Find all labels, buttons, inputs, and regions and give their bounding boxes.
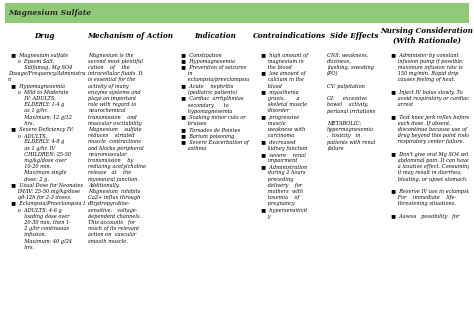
Text: Contraindications: Contraindications xyxy=(253,32,327,40)
FancyBboxPatch shape xyxy=(5,3,469,23)
Text: Magnesium Sulfate: Magnesium Sulfate xyxy=(9,9,91,17)
Text: Mechanism of Action: Mechanism of Action xyxy=(87,32,173,40)
Text: Indication: Indication xyxy=(194,32,236,40)
Text: CNS: weakness,
dizziness,
flushing, sweating
(PO)

CV: palpitation

GI:     exce: CNS: weakness, dizziness, flushing, swea… xyxy=(327,53,375,151)
Text: ■  Magnesium sulfate
      o  Epsom Salt,
          Sulfamag, Mg SO4
Dosage/Freq: ■ Magnesium sulfate o Epsom Salt, Sulfam… xyxy=(8,53,92,250)
Text: Drug: Drug xyxy=(35,32,55,40)
Text: Magnesium is the
second most plentiful
cation    of    the
intracellular fluids.: Magnesium is the second most plentiful c… xyxy=(88,53,146,244)
Text: Side Effects: Side Effects xyxy=(330,32,379,40)
Text: ■  high amount of
      magnesium in
      the blood
  ■  low amount of
      ca: ■ high amount of magnesium in the blood … xyxy=(258,53,308,219)
Text: ■  Administer by constant
      infusion pump if possible;
      maximum infusio: ■ Administer by constant infusion pump i… xyxy=(388,53,473,219)
Text: ■  Constipation
  ■  Hypomagnesemia
  ■  Prevention of seizures
      in
      e: ■ Constipation ■ Hypomagnesemia ■ Preven… xyxy=(178,53,249,151)
Text: Nursing Consideration
(With Rationale): Nursing Consideration (With Rationale) xyxy=(380,27,473,44)
